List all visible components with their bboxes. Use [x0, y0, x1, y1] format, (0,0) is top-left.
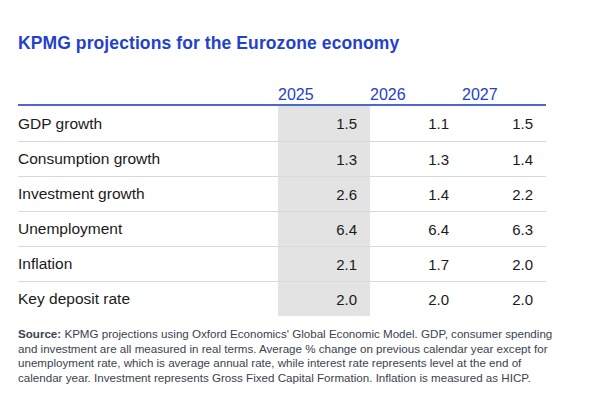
row-value: 1.1 [370, 106, 462, 141]
source-label: Source: [18, 327, 61, 340]
row-value: 1.4 [462, 141, 546, 176]
row-value: 2.6 [278, 176, 370, 211]
table-header-row: 2025 2026 2027 [18, 84, 546, 106]
row-value: 2.2 [462, 176, 546, 211]
row-value: 6.3 [462, 211, 546, 246]
table-row: Consumption growth1.31.31.4 [18, 141, 546, 176]
row-label: Unemployment [18, 211, 278, 246]
row-value: 1.7 [370, 246, 462, 281]
projections-table: 2025 2026 2027 GDP growth1.51.11.5Consum… [18, 84, 546, 316]
table-row: Inflation2.11.72.0 [18, 246, 546, 281]
row-value: 1.5 [462, 106, 546, 141]
row-value: 2.0 [278, 281, 370, 316]
row-value: 1.3 [278, 141, 370, 176]
row-label: Inflation [18, 246, 278, 281]
year-header-2026: 2026 [370, 86, 462, 104]
row-value: 2.0 [370, 281, 462, 316]
row-value: 6.4 [278, 211, 370, 246]
figure-title: KPMG projections for the Eurozone econom… [18, 33, 399, 54]
year-header-2025: 2025 [278, 86, 370, 104]
source-note: Source: KPMG projections using Oxford Ec… [18, 327, 561, 386]
table-row: Key deposit rate2.02.02.0 [18, 281, 546, 316]
table-body: GDP growth1.51.11.5Consumption growth1.3… [18, 106, 546, 316]
row-label: Key deposit rate [18, 281, 278, 316]
row-value: 2.0 [462, 281, 546, 316]
row-value: 6.4 [370, 211, 462, 246]
row-value: 2.0 [462, 246, 546, 281]
table-row: Unemployment6.46.46.3 [18, 211, 546, 246]
row-value: 2.1 [278, 246, 370, 281]
row-value: 1.5 [278, 106, 370, 141]
row-label: Consumption growth [18, 141, 278, 176]
row-value: 1.4 [370, 176, 462, 211]
row-label: Investment growth [18, 176, 278, 211]
table-row: GDP growth1.51.11.5 [18, 106, 546, 141]
row-value: 1.3 [370, 141, 462, 176]
table-row: Investment growth2.61.42.2 [18, 176, 546, 211]
row-label: GDP growth [18, 106, 278, 141]
year-header-2027: 2027 [462, 86, 546, 104]
source-text: KPMG projections using Oxford Economics'… [18, 327, 552, 384]
